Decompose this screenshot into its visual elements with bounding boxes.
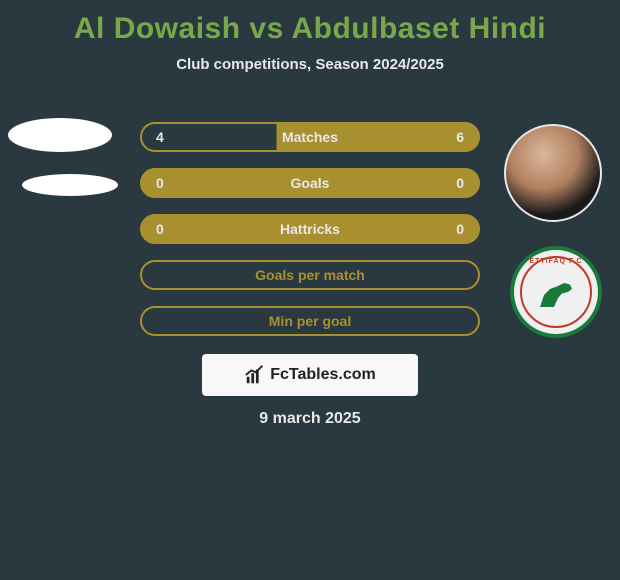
club-badge: ETTIFAQ F.C	[510, 246, 602, 338]
stat-left-value: 0	[156, 175, 164, 191]
date-label: 9 march 2025	[259, 410, 360, 428]
stat-right-value: 6	[456, 129, 464, 145]
stat-bar-goals: 0 Goals 0	[140, 168, 480, 198]
stat-bar-hattricks: 0 Hattricks 0	[140, 214, 480, 244]
stat-right-value: 0	[456, 175, 464, 191]
stat-left-value: 0	[156, 221, 164, 237]
club-badge-text: ETTIFAQ F.C	[530, 258, 583, 265]
placeholder-ellipse	[8, 118, 112, 152]
horse-icon	[536, 277, 576, 307]
stat-bar-goals_per_match: Goals per match	[140, 260, 480, 290]
stat-label: Matches	[282, 129, 338, 145]
stat-left-value: 4	[156, 129, 164, 145]
chart-icon	[244, 364, 266, 386]
watermark: FcTables.com	[202, 354, 418, 396]
placeholder-ellipse	[22, 174, 118, 196]
page-title: Al Dowaish vs Abdulbaset Hindi	[0, 0, 620, 46]
stat-label: Hattricks	[280, 221, 340, 237]
stat-bar-matches: 4 Matches 6	[140, 122, 480, 152]
stat-label: Goals per match	[255, 267, 365, 283]
stat-bar-min_per_goal: Min per goal	[140, 306, 480, 336]
player-avatar	[504, 124, 602, 222]
left-player-placeholder	[8, 118, 118, 196]
watermark-text: FcTables.com	[270, 366, 376, 384]
stats-bars: 4 Matches 6 0 Goals 0 0 Hattricks 0 Goals per mat…	[140, 122, 480, 352]
stat-label: Goals	[291, 175, 330, 191]
stat-right-value: 0	[456, 221, 464, 237]
right-player-block: ETTIFAQ F.C	[504, 124, 602, 338]
stat-label: Min per goal	[269, 313, 351, 329]
subtitle: Club competitions, Season 2024/2025	[0, 56, 620, 73]
